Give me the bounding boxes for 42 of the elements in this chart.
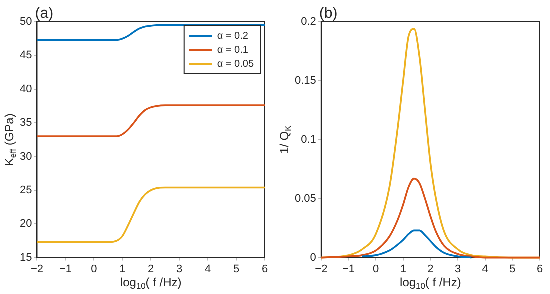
x-tick-label: 3 <box>454 263 462 276</box>
x-tick-label: 1 <box>400 263 406 276</box>
line-series <box>36 24 266 42</box>
y-tick-label: 40 <box>20 83 32 96</box>
x-tick-label: 0 <box>91 263 98 276</box>
x-tick-label: 0 <box>372 263 380 276</box>
x-tick-label: 5 <box>233 263 240 276</box>
y-tick-label: 0.15 <box>294 74 316 87</box>
x-tick-label: −1 <box>342 263 356 276</box>
y-tick-label: 30 <box>20 150 32 163</box>
legend-label: α = 0.2 <box>217 30 249 42</box>
y-tick-label: 25 <box>20 184 32 196</box>
y-tick-label: 0.1 <box>301 134 316 146</box>
x-tick-label: 6 <box>536 263 544 276</box>
y-axis-title: Keff (GPa) <box>2 114 18 166</box>
y-tick-label: 45 <box>20 50 32 62</box>
y-tick-label: 50 <box>20 16 32 28</box>
y-axis-title: 1/ QK <box>277 125 293 154</box>
y-tick-label: 0 <box>310 252 316 264</box>
x-tick-label: −2 <box>315 263 328 276</box>
y-tick-label: 20 <box>20 218 32 230</box>
x-tick-label: −2 <box>30 263 44 276</box>
x-tick-label: 2 <box>428 263 434 276</box>
y-tick-label: 35 <box>20 117 32 130</box>
y-tick-label: 15 <box>20 252 32 264</box>
x-tick-label: 5 <box>510 263 516 276</box>
x-tick-label: 3 <box>176 263 183 276</box>
y-tick-label: 0.2 <box>301 16 316 28</box>
chart-title: (b) <box>319 5 338 22</box>
line-series <box>361 230 473 259</box>
line-series <box>36 186 266 244</box>
x-tick-label: −1 <box>59 263 72 276</box>
chart-title: (a) <box>35 5 54 22</box>
x-tick-label: 6 <box>262 263 268 276</box>
x-tick-label: 4 <box>482 263 488 276</box>
x-tick-label: 4 <box>204 263 212 276</box>
legend-label: α = 0.05 <box>217 58 254 70</box>
x-tick-label: 1 <box>120 263 126 276</box>
line-series <box>36 104 266 138</box>
legend-label: α = 0.1 <box>217 44 249 56</box>
y-tick-label: 0.05 <box>294 192 316 205</box>
x-tick-label: 2 <box>148 263 154 276</box>
